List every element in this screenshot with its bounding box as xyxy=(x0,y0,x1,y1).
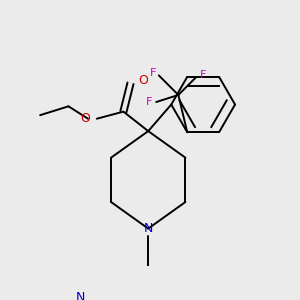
Text: N: N xyxy=(143,222,153,235)
Text: F: F xyxy=(146,97,152,107)
Text: N: N xyxy=(76,291,85,300)
Text: F: F xyxy=(200,70,206,80)
Text: F: F xyxy=(149,68,156,78)
Text: O: O xyxy=(80,112,90,125)
Text: O: O xyxy=(138,74,148,87)
